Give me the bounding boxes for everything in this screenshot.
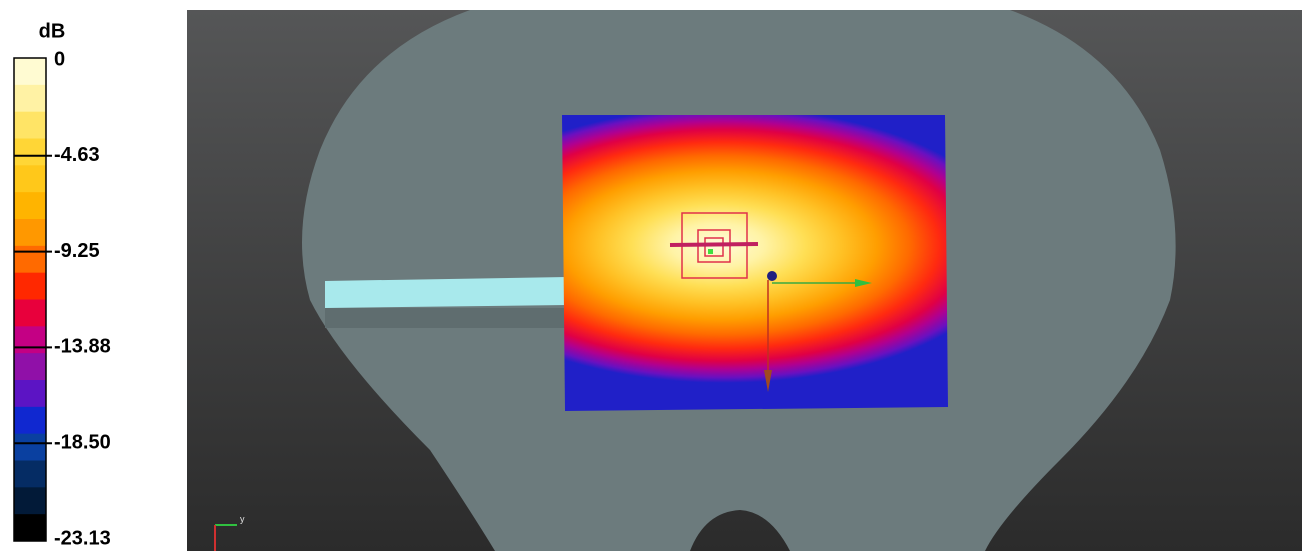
axis-z-arrow bbox=[764, 370, 772, 392]
feed-shadow bbox=[325, 308, 567, 328]
colorbar-band bbox=[14, 406, 46, 435]
colorbar-band bbox=[14, 111, 46, 139]
colorbar-band bbox=[14, 380, 46, 408]
probe-bar bbox=[669, 242, 759, 247]
feed-line bbox=[325, 277, 567, 308]
colorbar-band bbox=[14, 245, 46, 274]
colorbar-band bbox=[14, 192, 46, 220]
colorbar-band bbox=[14, 219, 46, 247]
viewport: y bbox=[187, 10, 1302, 551]
colorbar-band bbox=[14, 299, 46, 327]
colorbar-label: -23.13 bbox=[54, 527, 111, 549]
colorbar: dB 0 -4.63 -9.25 -13.88 -18.50 -23.13 bbox=[13, 20, 111, 549]
colorbar-band bbox=[14, 84, 46, 113]
colorbar-band bbox=[14, 487, 46, 515]
colorbar-frame bbox=[13, 57, 47, 542]
colorbar-band bbox=[14, 460, 46, 488]
axes-triad: y bbox=[214, 514, 245, 551]
field-patch bbox=[562, 115, 948, 411]
colorbar-band bbox=[14, 353, 46, 381]
colorbar-label: -18.50 bbox=[54, 431, 111, 453]
colorbar-label: -4.63 bbox=[54, 144, 100, 166]
colorbar-band bbox=[14, 58, 46, 86]
colorbar-band bbox=[14, 514, 46, 542]
colorbar-label: -13.88 bbox=[54, 336, 111, 358]
colorbar-unit: dB bbox=[39, 20, 66, 42]
origin bbox=[767, 271, 777, 281]
probe-marker bbox=[708, 249, 713, 254]
colorbar-band bbox=[14, 433, 46, 461]
colorbar-label: 0 bbox=[54, 48, 65, 70]
axis-y-arrow bbox=[855, 279, 872, 287]
colorbar-band bbox=[14, 138, 46, 166]
colorbar-label: -9.25 bbox=[54, 240, 100, 262]
triad-label: y bbox=[240, 514, 245, 524]
colorbar-band bbox=[14, 165, 46, 193]
colorbar-band bbox=[14, 272, 46, 300]
colorbar-band bbox=[14, 326, 46, 354]
